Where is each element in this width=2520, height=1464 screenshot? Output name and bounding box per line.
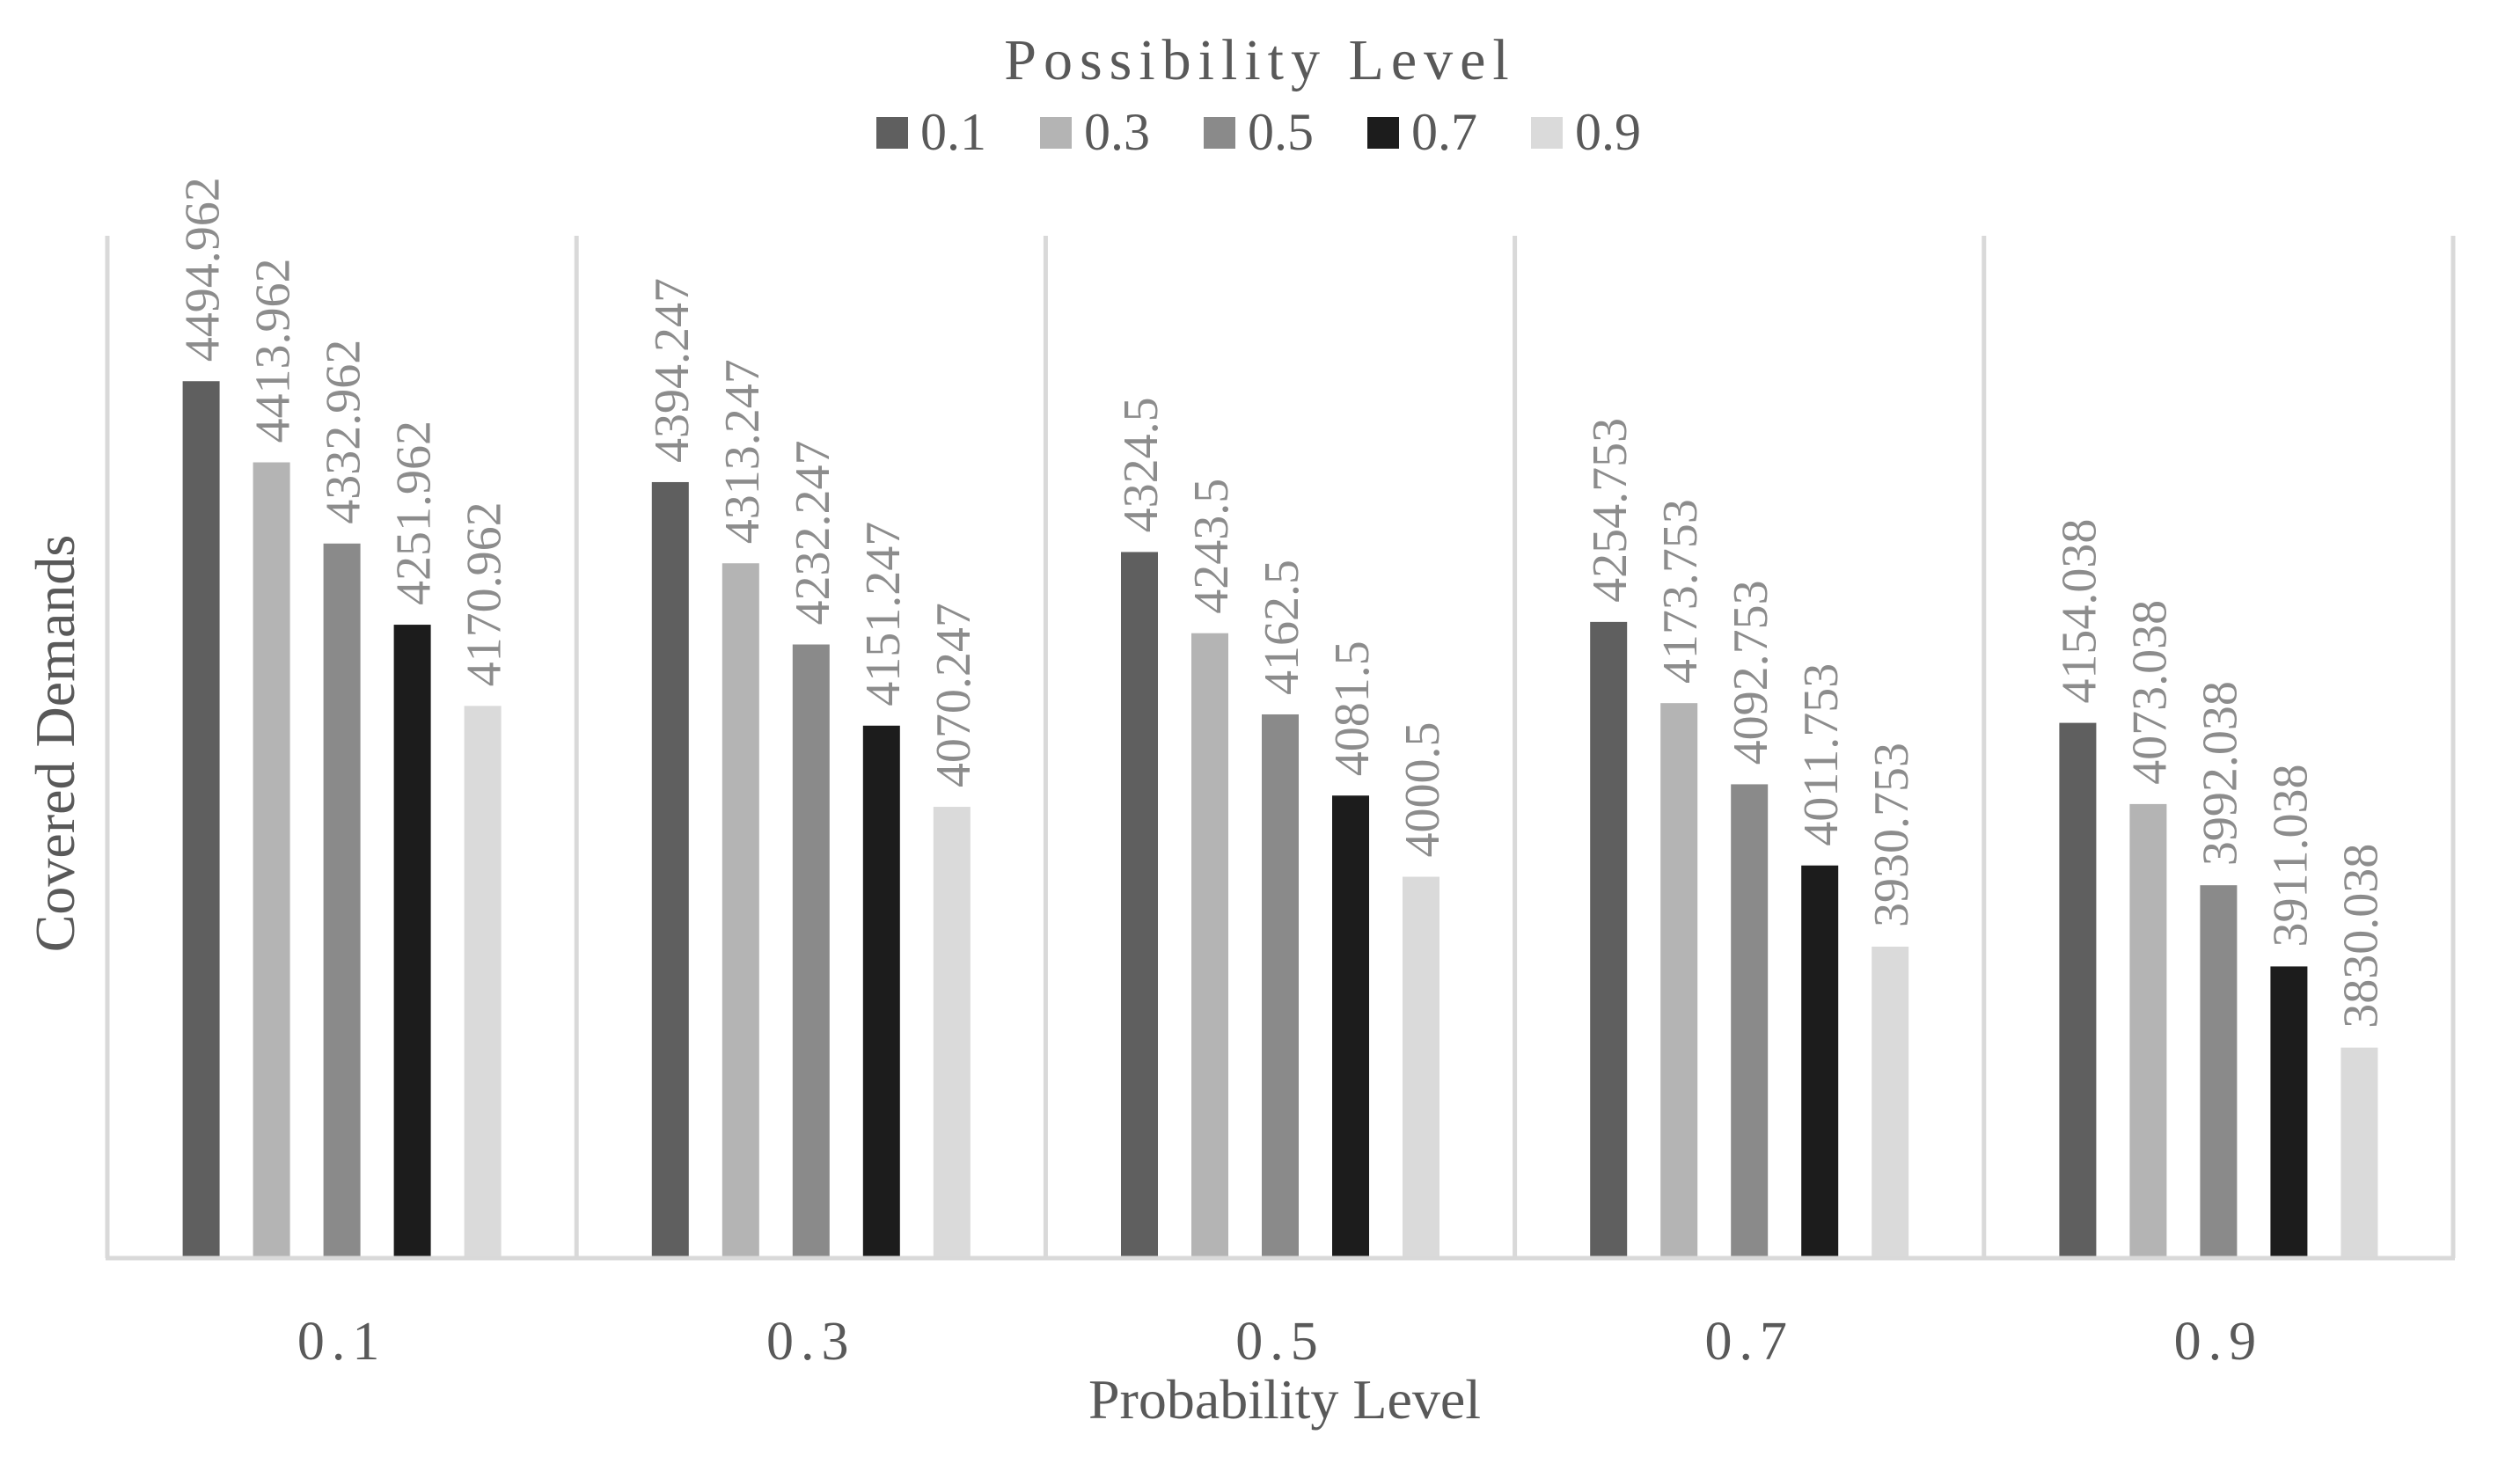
data-label: 3930.753 xyxy=(1864,743,1919,927)
bar xyxy=(1801,865,1839,1258)
bar xyxy=(1872,946,1909,1258)
bar xyxy=(862,725,900,1258)
data-label: 4162.5 xyxy=(1255,560,1309,695)
bar xyxy=(651,481,689,1258)
data-label: 4154.038 xyxy=(2052,519,2106,704)
legend-swatch xyxy=(1531,117,1563,149)
bar xyxy=(1121,552,1158,1258)
data-label: 4000.5 xyxy=(1396,722,1450,858)
bar xyxy=(2270,966,2308,1258)
data-label: 4243.5 xyxy=(1184,479,1239,614)
legend-swatch xyxy=(1040,117,1072,149)
data-label: 4092.753 xyxy=(1724,580,1778,765)
legend-title: Possibility Level xyxy=(1004,28,1516,92)
bar xyxy=(1262,714,1299,1258)
y-axis-title: Covered Demands xyxy=(24,535,86,953)
data-label: 4324.5 xyxy=(1114,397,1168,532)
data-labels-layer: 4494.962 4413.962 4332.962 4251.962 4170.962… xyxy=(176,177,2389,1028)
data-label: 4081.5 xyxy=(1325,640,1380,776)
data-label: 4494.962 xyxy=(176,177,231,362)
legend-swatch xyxy=(1204,117,1235,149)
x-tick-label: 0.3 xyxy=(766,1312,856,1372)
data-label: 3830.038 xyxy=(2333,844,2388,1028)
bar xyxy=(1403,876,1439,1258)
legend-label: 0.5 xyxy=(1248,103,1314,161)
x-tick-label: 0.5 xyxy=(1235,1312,1325,1372)
bar xyxy=(182,381,220,1258)
data-label: 4151.247 xyxy=(856,522,911,706)
bar xyxy=(1660,703,1698,1258)
data-label: 4011.753 xyxy=(1794,663,1849,846)
x-tick-label: 0.1 xyxy=(297,1312,387,1372)
bar xyxy=(2341,1047,2378,1258)
bar xyxy=(323,543,361,1258)
bar xyxy=(2059,722,2097,1258)
data-label: 4232.247 xyxy=(786,441,840,626)
data-label: 3992.038 xyxy=(2193,681,2247,866)
legend-swatch xyxy=(1367,117,1399,149)
legend: 0.1 0.3 0.5 0.7 0.9 xyxy=(876,103,1641,161)
bar xyxy=(2200,885,2238,1258)
data-label: 4173.753 xyxy=(1653,499,1708,684)
data-label: 4394.247 xyxy=(645,278,700,463)
x-tick-label: 0.7 xyxy=(1704,1312,1794,1372)
x-axis-title: Probability Level xyxy=(1088,1368,1481,1431)
legend-label: 0.9 xyxy=(1575,103,1641,161)
bar xyxy=(464,706,502,1258)
x-tick-label: 0.9 xyxy=(2174,1312,2264,1372)
data-label: 3911.038 xyxy=(2263,765,2318,948)
data-label: 4332.962 xyxy=(317,340,371,524)
grid-layer xyxy=(105,236,2456,1258)
bar xyxy=(933,807,971,1258)
legend-label: 0.1 xyxy=(920,103,986,161)
bars-layer xyxy=(182,381,2378,1258)
bar xyxy=(2129,803,2167,1258)
data-label: 4073.038 xyxy=(2122,600,2177,785)
bar xyxy=(1590,621,1628,1258)
data-label: 4313.247 xyxy=(715,359,770,544)
bar xyxy=(253,462,290,1258)
bar xyxy=(792,644,830,1258)
bar xyxy=(1191,633,1228,1258)
data-label: 4170.962 xyxy=(458,501,512,686)
bar xyxy=(1332,795,1369,1258)
legend-label: 0.7 xyxy=(1411,103,1477,161)
axis-layer: 0.1 0.3 0.5 0.7 0.9 xyxy=(106,1255,2455,1372)
legend-label: 0.3 xyxy=(1084,103,1150,161)
bar xyxy=(393,625,431,1258)
legend-swatch xyxy=(876,117,908,149)
bar xyxy=(1731,784,1769,1258)
data-label: 4254.753 xyxy=(1583,418,1637,603)
bar xyxy=(722,563,759,1258)
data-label: 4070.247 xyxy=(927,603,981,787)
data-label: 4413.962 xyxy=(246,259,301,443)
data-label: 4251.962 xyxy=(387,421,442,605)
